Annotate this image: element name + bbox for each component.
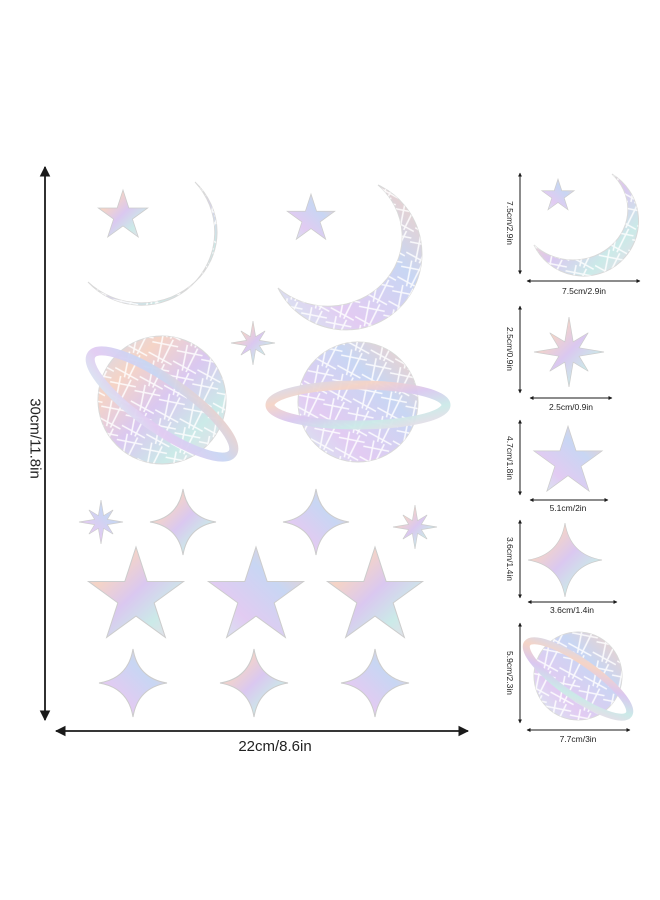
four-point-star-sticker bbox=[150, 489, 216, 555]
detail-planet bbox=[518, 622, 634, 732]
detail-moon bbox=[518, 173, 641, 283]
detail-planet-width-label: 7.7cm/3in bbox=[559, 734, 597, 744]
detail-planet-height-label: 5.9cm/2.3in bbox=[505, 651, 515, 695]
star-sticker bbox=[327, 547, 422, 637]
detail-four-point-star-width-label: 3.6cm/1.4in bbox=[550, 605, 594, 615]
detail-moon-height-label: 7.5cm/2.9in bbox=[505, 201, 515, 245]
crescent-moon-sticker bbox=[87, 181, 218, 306]
star-sticker bbox=[88, 547, 183, 637]
detail-sparkle-height-label: 2.5cm/0.9in bbox=[505, 327, 515, 371]
detail-panel bbox=[517, 173, 641, 732]
sparkle-sticker bbox=[393, 505, 437, 549]
sparkle-sticker bbox=[231, 321, 275, 365]
detail-star-height-label: 4.7cm/1.8in bbox=[505, 436, 515, 480]
crescent-moon-sticker bbox=[277, 184, 423, 331]
detail-star-width-label: 5.1cm/2in bbox=[549, 503, 587, 513]
four-point-star-sticker bbox=[283, 489, 349, 555]
four-point-star-sticker bbox=[341, 649, 409, 717]
detail-four-point-star-height-label: 3.6cm/1.4in bbox=[505, 537, 515, 581]
four-point-star-sticker bbox=[220, 649, 288, 717]
detail-four-point-star bbox=[520, 520, 617, 602]
four-point-star-sticker bbox=[99, 649, 167, 717]
detail-star bbox=[520, 420, 608, 500]
star-sticker bbox=[98, 190, 147, 237]
ringed-planet-sticker bbox=[85, 335, 239, 465]
detail-moon-width-label: 7.5cm/2.9in bbox=[562, 286, 606, 296]
sparkle-sticker bbox=[79, 500, 123, 544]
main-width-label: 22cm/8.6in bbox=[238, 738, 312, 755]
star-sticker bbox=[208, 547, 303, 637]
ringed-planet-sticker bbox=[265, 341, 451, 463]
main-sheet bbox=[39, 165, 470, 737]
main-height-label: 30cm/11.8in bbox=[26, 398, 44, 479]
star-sticker bbox=[287, 194, 335, 239]
detail-sparkle bbox=[520, 306, 612, 398]
detail-sparkle-width-label: 2.5cm/0.9in bbox=[549, 402, 593, 412]
